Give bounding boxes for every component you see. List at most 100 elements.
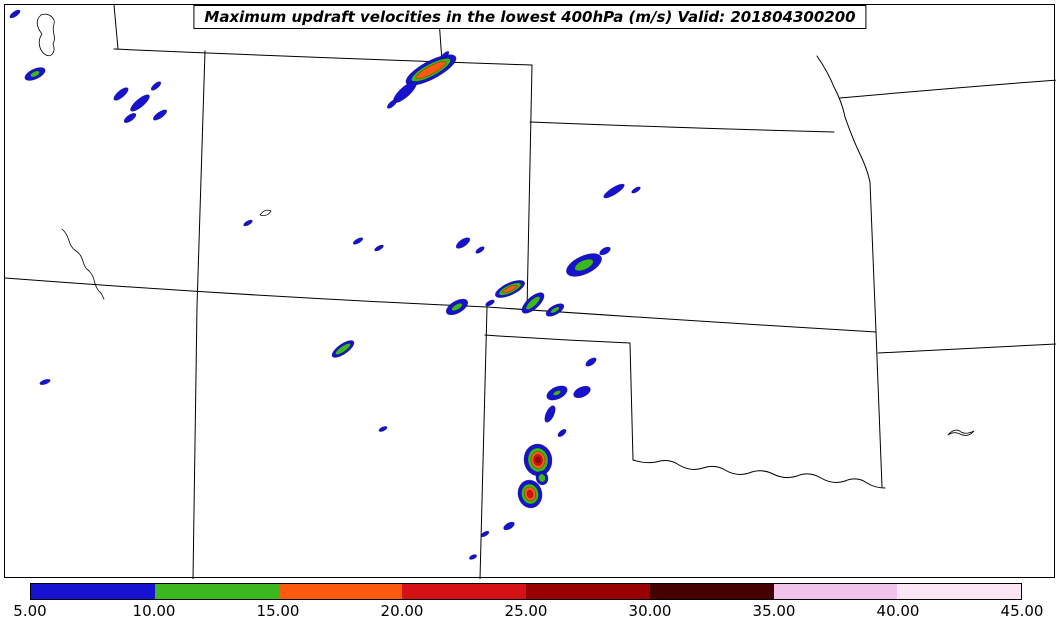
colorbar-tick-label: 45.00 <box>1000 602 1044 620</box>
storm-cell-contour <box>39 378 51 386</box>
storm-cell <box>545 303 565 317</box>
storm-cell-contour <box>544 405 556 423</box>
storm-cell <box>475 246 485 254</box>
storm-cell <box>603 183 625 199</box>
colorbar-tick-label: 40.00 <box>876 602 920 620</box>
storm-cell-contour <box>451 302 463 312</box>
colorbar-segment-2 <box>154 584 279 599</box>
storm-cell-contour <box>574 258 594 272</box>
colorbar-segment-5 <box>526 584 650 599</box>
storm-cell <box>352 237 364 245</box>
storm-cell-contour <box>553 390 561 396</box>
map-title: Maximum updraft velocities in the lowest… <box>193 5 867 29</box>
storm-cell <box>113 87 129 101</box>
storm-cell-contour <box>152 109 168 121</box>
storm-cell <box>378 426 388 432</box>
storm-cell-contour <box>386 99 398 109</box>
colorbar-segment-6 <box>649 584 774 599</box>
colorbar <box>30 583 1022 600</box>
state-border-arkansas-missouri-parallel <box>877 343 1056 354</box>
colorbar-tick-label: 15.00 <box>256 602 300 620</box>
state-border-missouri-river-and-east-border <box>816 55 883 488</box>
storm-cell-contour <box>525 296 541 310</box>
storm-cell <box>566 253 602 277</box>
storm-cell <box>521 292 545 314</box>
storm-cell <box>39 378 51 386</box>
storm-cell <box>386 99 398 109</box>
storm-cell <box>455 237 471 249</box>
storm-cell <box>152 109 168 121</box>
storm-cell <box>544 405 556 423</box>
state-border-colorado-east-meridian <box>526 64 533 310</box>
state-border-kansas-nebraska-parallel-40n <box>529 121 835 133</box>
lake-outline-lake-powell-river <box>61 228 105 300</box>
storm-cell-contour <box>335 343 351 355</box>
storm-cell-contour <box>378 426 388 432</box>
storm-cell <box>557 429 567 437</box>
storm-cell-contour <box>603 183 625 199</box>
storm-cell-contour <box>585 357 597 367</box>
storm-cell <box>523 443 553 477</box>
storm-cell <box>123 113 137 123</box>
storm-cell-contour <box>526 489 534 499</box>
storm-cell-contour <box>352 237 364 245</box>
storm-cell <box>485 299 495 307</box>
storm-cell-contour <box>415 61 447 79</box>
map-area <box>4 4 1056 579</box>
state-border-newmexico-east-meridian <box>479 306 488 579</box>
lake-outline-small-lake-missouri <box>947 429 975 436</box>
map-title-text: Maximum updraft velocities in the lowest… <box>204 8 856 26</box>
state-border-parallel-37n-colorado-kansas-south <box>5 277 877 333</box>
storm-cell <box>150 81 162 91</box>
storm-cell <box>469 554 477 560</box>
storm-cell <box>374 244 384 252</box>
storm-cell-contour <box>9 9 21 19</box>
storm-cell-contour <box>243 219 253 227</box>
storm-cell-contour <box>475 246 485 254</box>
storm-cell-contour <box>113 87 129 101</box>
storm-cell-contour <box>150 81 162 91</box>
storm-cell <box>130 94 150 112</box>
storm-cell <box>599 246 611 256</box>
storm-cell <box>243 219 253 227</box>
storm-cell-contour <box>123 113 137 123</box>
colorbar-tick-label: 20.00 <box>380 602 424 620</box>
storm-cell-contour <box>557 429 567 437</box>
storm-cell-contour <box>374 244 384 252</box>
colorbar-tick-label: 30.00 <box>628 602 672 620</box>
storm-cell <box>573 385 591 399</box>
storm-cell <box>440 51 450 59</box>
state-border-iowa-missouri-parallel <box>839 79 1056 99</box>
storm-cell <box>405 54 457 86</box>
storm-cell-contour <box>469 554 477 560</box>
storm-cell-contour <box>455 237 471 249</box>
storm-cell-contour <box>631 186 641 194</box>
state-border-utah-wyoming-meridian <box>113 5 119 50</box>
colorbar-segment-7 <box>773 584 898 599</box>
colorbar-tick-label: 10.00 <box>132 602 176 620</box>
storm-cell-contour <box>30 70 40 78</box>
storm-cell-contour <box>550 306 560 314</box>
storm-cell-contour <box>480 530 490 538</box>
storm-cell-contour <box>485 299 495 307</box>
storm-cell <box>517 479 543 509</box>
storm-cell-contour <box>535 456 541 464</box>
storm-cell-contour <box>130 94 150 112</box>
map-canvas <box>5 5 1056 579</box>
storm-cell-contour <box>502 284 518 294</box>
storm-cell <box>535 470 549 486</box>
storm-cell-contour <box>573 385 591 399</box>
state-border-utah-colorado-arizona-newmexico-meridian <box>192 50 206 579</box>
storm-cell <box>480 530 490 538</box>
state-border-red-river <box>632 459 886 489</box>
colorbar-segment-8 <box>897 584 1021 599</box>
colorbar-tick-labels: 5.00 10.00 15.00 20.00 25.00 30.00 35.00 40.00 4… <box>13 602 1043 624</box>
storm-cell <box>546 385 568 401</box>
colorbar-tick-label: 5.00 <box>13 602 47 620</box>
colorbar-segment-1 <box>31 584 155 599</box>
storm-cell <box>9 9 21 19</box>
storm-cell-contour <box>599 246 611 256</box>
storm-cell <box>445 298 469 316</box>
storm-cell <box>24 67 46 81</box>
